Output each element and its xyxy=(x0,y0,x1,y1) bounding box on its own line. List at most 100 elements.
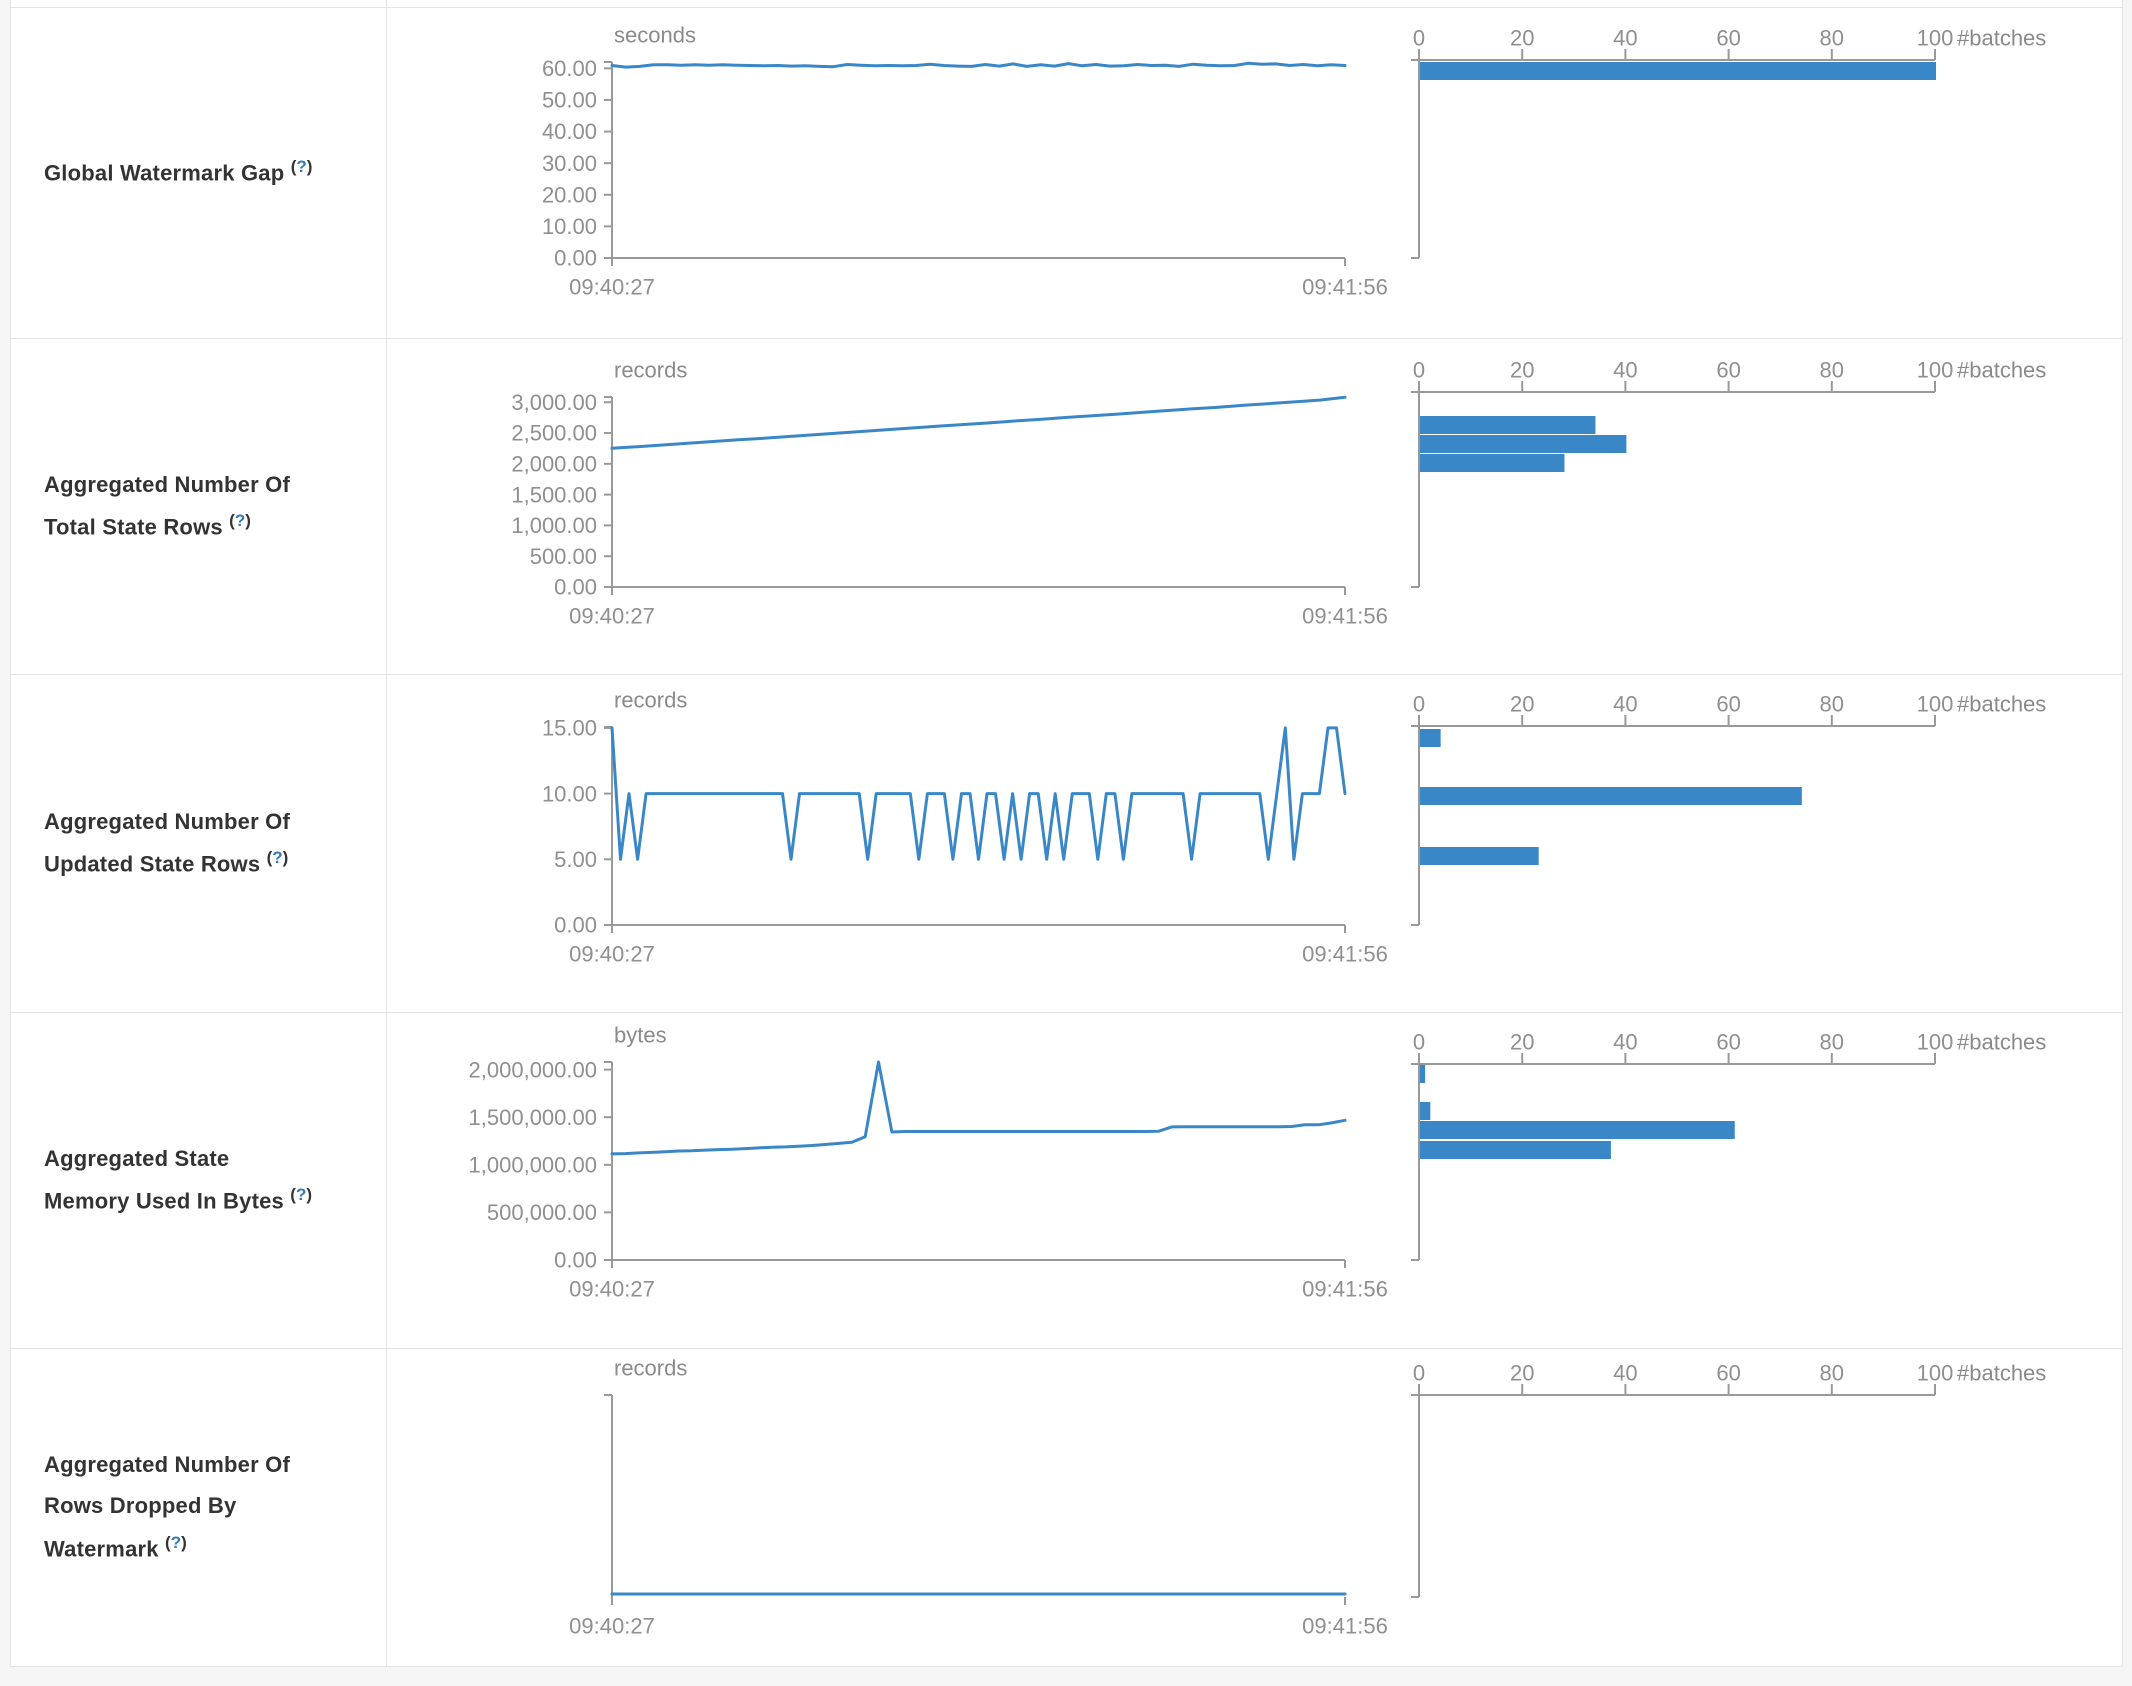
help-paren-open: ( xyxy=(290,157,297,177)
histogram-xtick-label: 80 xyxy=(1820,1030,1844,1055)
help-question-link[interactable]: ? xyxy=(296,157,307,177)
histogram-xtick-label: 40 xyxy=(1613,692,1637,717)
timeline-ytick-label: 5.00 xyxy=(554,847,597,872)
histogram-unit-label: #batches xyxy=(1957,1361,2046,1386)
histogram-bar xyxy=(1420,847,1539,865)
timeline-series-line xyxy=(610,726,1347,861)
help-question-link[interactable]: ? xyxy=(234,511,246,531)
timeline-chart-row-0: seconds 0.00 10.00 20.00 30.00 40.00 50.00 60.0… xyxy=(542,23,1388,300)
timeline-unit-label: records xyxy=(614,688,687,713)
row-border xyxy=(11,7,2122,8)
metric-label: Aggregated Number Of Rows Dropped By Wat… xyxy=(12,1445,316,1569)
metric-label-cell: Aggregated Number Of Rows Dropped By Wat… xyxy=(12,1349,386,1666)
timeline-end-time-label: 09:41:56 xyxy=(1302,604,1388,629)
metric-label-cell: Aggregated State Memory Used In Bytes (?… xyxy=(12,1013,386,1348)
histogram-xtick-label: 20 xyxy=(1510,692,1534,717)
timeline-unit-label: records xyxy=(614,358,687,383)
timeline-ytick-label: 0.00 xyxy=(554,246,597,271)
histogram-unit-label: #batches xyxy=(1957,358,2046,383)
timeline-ytick-label: 500.00 xyxy=(530,544,597,569)
help-badge: (?) xyxy=(165,1533,187,1552)
metric-label-cell: Global Watermark Gap (?) xyxy=(12,8,386,338)
timeline-ytick-label: 40.00 xyxy=(542,119,597,144)
histogram-xtick-label: 40 xyxy=(1613,1361,1637,1386)
timeline-chart-row-3: bytes 0.00 500,000.00 1,000,000.00 1,500,000… xyxy=(469,1023,1388,1302)
help-paren-close: ) xyxy=(306,1185,313,1205)
histogram-bar xyxy=(1420,1102,1431,1120)
timeline-end-time-label: 09:41:56 xyxy=(1302,275,1388,300)
metric-label-text: Aggregated Number Of Rows Dropped By Wat… xyxy=(44,1452,291,1561)
timeline-ytick-label: 2,000,000.00 xyxy=(469,1057,597,1082)
histogram-xtick-label: 80 xyxy=(1820,692,1844,717)
timeline-end-time-label: 09:41:56 xyxy=(1302,1277,1388,1302)
timeline-start-time-label: 09:40:27 xyxy=(569,604,655,629)
timeline-ytick-label: 1,500,000.00 xyxy=(469,1105,597,1130)
timeline-ytick-label: 10.00 xyxy=(542,214,597,239)
timeline-ytick-label: 15.00 xyxy=(542,716,597,741)
metric-label-text: Aggregated Number Of Updated State Rows xyxy=(44,808,291,877)
histogram-xtick-label: 100 xyxy=(1917,1361,1954,1386)
histogram-chart-row-1: 0 20 40 60 80 100 #batches xyxy=(1411,358,2046,588)
timeline-chart-row-2: records 0.00 5.00 10.00 15.00 09:40:27 09:41:5… xyxy=(542,688,1388,967)
histogram-unit-label: #batches xyxy=(1957,26,2046,51)
timeline-ytick-label: 1,500.00 xyxy=(511,482,597,507)
timeline-ytick-label: 60.00 xyxy=(542,56,597,81)
histogram-xtick-label: 100 xyxy=(1917,26,1954,51)
help-question-link[interactable]: ? xyxy=(170,1532,182,1552)
histogram-xtick-label: 40 xyxy=(1613,26,1637,51)
histogram-xtick-label: 80 xyxy=(1820,26,1844,51)
row-border xyxy=(11,1666,2122,1667)
histogram-bar xyxy=(1420,62,1936,80)
histogram-xtick-label: 60 xyxy=(1716,692,1740,717)
help-paren-open: ( xyxy=(266,848,273,868)
histogram-bar xyxy=(1420,1065,1426,1083)
timeline-series-line xyxy=(610,395,1347,450)
histogram-chart-row-3: 0 20 40 60 80 100 #batches xyxy=(1411,1030,2046,1261)
timeline-ytick-label: 20.00 xyxy=(542,182,597,207)
histogram-xtick-label: 0 xyxy=(1413,692,1425,717)
histogram-bar xyxy=(1420,435,1627,453)
timeline-ytick-label: 500,000.00 xyxy=(487,1200,597,1225)
histogram-xtick-label: 100 xyxy=(1917,1030,1954,1055)
timeline-start-time-label: 09:40:27 xyxy=(569,942,655,967)
timeline-unit-label: seconds xyxy=(614,23,696,48)
row-border xyxy=(11,1012,2122,1013)
metric-label-cell: Aggregated Number Of Total State Rows (?… xyxy=(12,339,386,674)
timeline-series-line xyxy=(610,1060,1347,1156)
timeline-end-time-label: 09:41:56 xyxy=(1302,1614,1388,1639)
histogram-xtick-label: 20 xyxy=(1510,26,1534,51)
histogram-xtick-label: 0 xyxy=(1413,358,1425,383)
histogram-xtick-label: 20 xyxy=(1510,358,1534,383)
histogram-unit-label: #batches xyxy=(1957,692,2046,717)
histogram-bar xyxy=(1420,729,1441,747)
timeline-ytick-label: 3,000.00 xyxy=(511,390,597,415)
timeline-ytick-label: 30.00 xyxy=(542,151,597,176)
timeline-ytick-label: 0.00 xyxy=(554,913,597,938)
histogram-xtick-label: 60 xyxy=(1716,1030,1740,1055)
metric-label: Aggregated State Memory Used In Bytes (?… xyxy=(12,1139,316,1223)
histogram-bar xyxy=(1420,1141,1611,1159)
help-badge: (?) xyxy=(291,157,313,176)
timeline-unit-label: bytes xyxy=(614,1023,667,1048)
column-divider xyxy=(386,0,387,1666)
help-question-link[interactable]: ? xyxy=(295,1185,307,1205)
help-question-link[interactable]: ? xyxy=(272,848,283,868)
timeline-ytick-label: 0.00 xyxy=(554,1248,597,1273)
timeline-ytick-label: 1,000.00 xyxy=(511,513,597,538)
timeline-ytick-label: 2,000.00 xyxy=(511,452,597,477)
timeline-chart-row-1: records 0.00 500.00 1,000.00 1,500.00 2,000.0… xyxy=(511,358,1387,629)
row-border xyxy=(11,674,2122,675)
histogram-xtick-label: 20 xyxy=(1510,1361,1534,1386)
timeline-unit-label: records xyxy=(614,1356,687,1381)
histogram-xtick-label: 0 xyxy=(1413,1361,1425,1386)
histogram-xtick-label: 20 xyxy=(1510,1030,1534,1055)
histogram-xtick-label: 0 xyxy=(1413,1030,1425,1055)
help-paren-open: ( xyxy=(290,1185,296,1205)
histogram-xtick-label: 100 xyxy=(1917,358,1954,383)
histogram-xtick-label: 60 xyxy=(1716,26,1740,51)
histogram-chart-row-0: 0 20 40 60 80 100 #batches xyxy=(1411,26,2046,259)
histogram-chart-row-2: 0 20 40 60 80 100 #batches xyxy=(1411,692,2046,926)
help-paren-open: ( xyxy=(165,1532,171,1552)
row-border xyxy=(11,1348,2122,1349)
